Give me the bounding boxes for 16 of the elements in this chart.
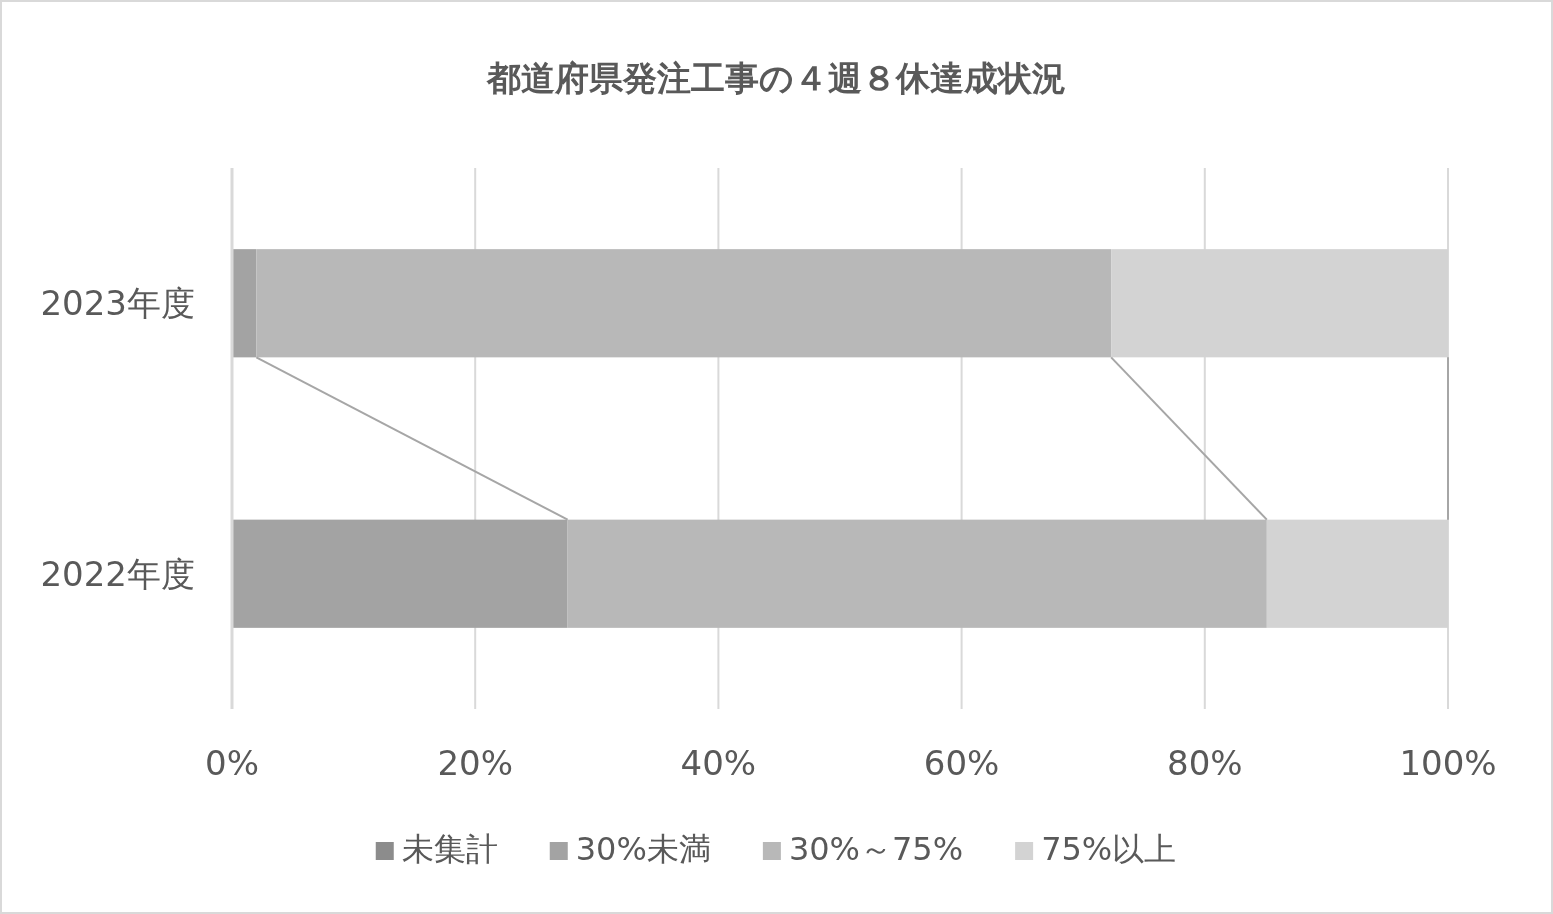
chart-title: 都道府県発注工事の４週８休達成状況 (485, 58, 1066, 98)
y-tick-label: 2023年度 (40, 283, 195, 324)
legend-label: 30%未満 (575, 830, 711, 868)
bar (232, 249, 257, 358)
x-tick-label: 0% (205, 743, 259, 783)
legend-label: 30%～75% (788, 830, 964, 868)
bar (256, 249, 1112, 358)
x-tick-label: 60% (923, 743, 1000, 783)
x-tick-label: 20% (437, 743, 513, 783)
x-tick-label: 40% (680, 743, 757, 783)
bar (567, 519, 1267, 628)
legend-label: 未集計 (401, 830, 498, 868)
y-tick-label: 2022年度 (40, 553, 195, 594)
legend-label: 75%以上 (1041, 830, 1177, 868)
x-tick-label: 80% (1167, 743, 1243, 783)
x-tick-label: 100% (1399, 743, 1497, 783)
